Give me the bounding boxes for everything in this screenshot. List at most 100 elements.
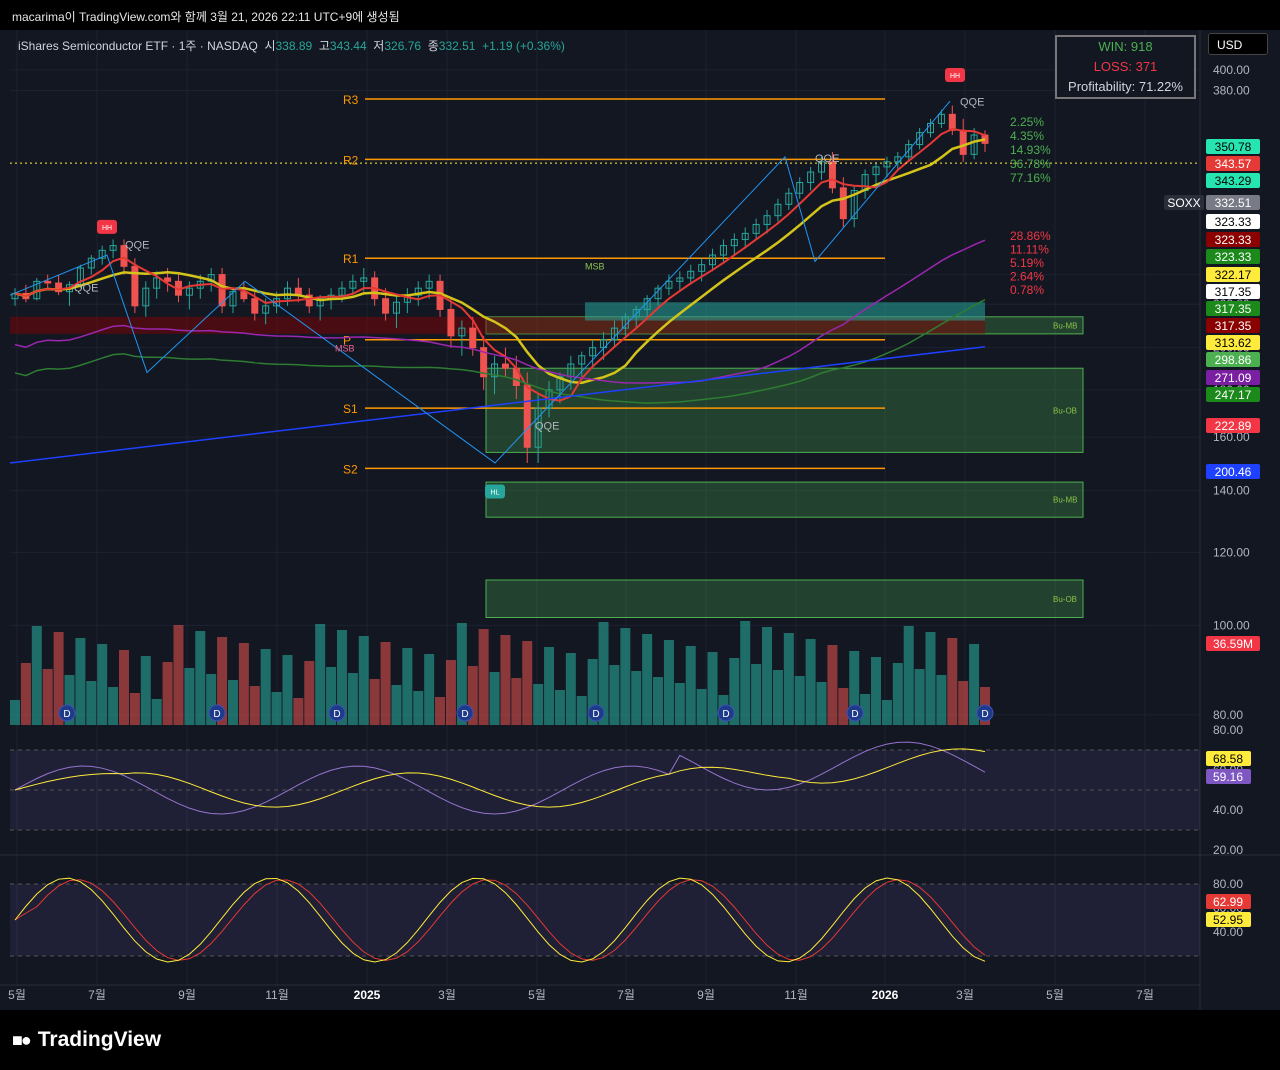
chart-area[interactable]: 5월 7월 9월 11월 2025 3월 5월 7월 9월 11월 2026 3월 5월 7월 400.00… xyxy=(0,30,1280,1010)
swing-marker xyxy=(945,67,965,82)
volume-bar xyxy=(369,679,380,725)
volume-bar xyxy=(511,678,522,725)
volume-bar xyxy=(729,658,740,725)
x-tick-label: 2025 xyxy=(354,988,381,1002)
candle-body xyxy=(131,265,139,307)
price-label-box xyxy=(1206,335,1260,350)
volume-bar xyxy=(489,672,500,725)
volume-bar xyxy=(282,655,293,725)
candle-body xyxy=(425,280,433,289)
candle-body xyxy=(937,113,945,124)
qqe-label: QQE xyxy=(125,240,149,252)
volume-bar xyxy=(108,687,119,725)
volume-bar xyxy=(642,634,653,725)
y-tick-label: 380.00 xyxy=(1213,83,1250,97)
volume-bar xyxy=(620,628,631,725)
volume-bar xyxy=(609,665,620,725)
rsi-label-box xyxy=(1206,769,1251,784)
rsi-ma-label-box xyxy=(1206,751,1251,766)
price-label-value: 317.35 xyxy=(1215,302,1252,316)
candle-body xyxy=(643,298,651,310)
candle-body xyxy=(872,166,880,176)
candle-body xyxy=(796,182,804,194)
candle-body xyxy=(665,280,673,289)
volume-bar xyxy=(445,660,456,725)
candle-body xyxy=(709,254,717,266)
x-tick-label: 9월 xyxy=(697,988,715,1002)
volume-bar xyxy=(435,697,446,725)
candle-body xyxy=(120,245,128,267)
volume-bar xyxy=(772,670,783,725)
candle-body xyxy=(676,277,684,282)
x-tick-label: 7월 xyxy=(1136,988,1154,1002)
candle-body xyxy=(382,298,390,314)
price-label-value: 36.59M xyxy=(1213,637,1253,651)
currency-button[interactable]: USD xyxy=(1208,33,1268,55)
candle-body xyxy=(349,280,357,289)
candle-body xyxy=(229,291,237,307)
price-label-box xyxy=(1206,284,1260,299)
volume-bar xyxy=(380,642,391,725)
chart-svg[interactable]: 5월 7월 9월 11월 2025 3월 5월 7월 9월 11월 2026 3월 5월 7월 400.00… xyxy=(0,30,1280,1010)
rsi-tick-label: 20.00 xyxy=(1213,843,1243,857)
win-loss-panel: WIN: 918 LOSS: 371 Profitability: 71.22% xyxy=(1055,35,1196,99)
volume-bar xyxy=(249,686,260,725)
x-tick-label: 2026 xyxy=(872,988,899,1002)
volume-bar xyxy=(598,622,609,725)
volume-bar xyxy=(315,624,326,725)
candle-body xyxy=(730,238,738,247)
candle-body xyxy=(218,274,226,307)
volume-bar xyxy=(751,664,762,725)
swing-marker-label: HH xyxy=(102,225,112,232)
candle-body xyxy=(305,294,313,307)
volume-bar xyxy=(391,685,402,725)
price-label-box xyxy=(1206,195,1260,210)
candle-body xyxy=(578,355,586,365)
fib-down-label: 2.64% xyxy=(1010,270,1044,284)
candle-body xyxy=(589,347,597,357)
candle-body xyxy=(491,363,499,378)
volume-bar xyxy=(358,636,369,725)
volume-bar xyxy=(707,652,718,725)
tradingview-wordmark: TradingView xyxy=(37,1028,162,1051)
volume-bar xyxy=(762,627,773,725)
volume-bar xyxy=(663,640,674,725)
low-value: 326.76 xyxy=(384,39,422,53)
candle-body xyxy=(392,301,400,314)
candle-body xyxy=(44,280,52,284)
volume-bar xyxy=(871,657,882,725)
open-value: 338.89 xyxy=(275,39,313,53)
candle-body xyxy=(458,327,466,337)
volume-bar xyxy=(936,675,947,725)
volume-bar xyxy=(674,683,685,725)
volume-bar xyxy=(696,689,707,725)
price-label-value: 332.51 xyxy=(1215,196,1252,210)
dividend-marker-label: D xyxy=(851,709,858,720)
volume-bar xyxy=(97,644,108,725)
fib-up-label: 36.78% xyxy=(1010,157,1051,171)
candle-body xyxy=(774,203,782,217)
price-label-value: 271.09 xyxy=(1215,371,1252,385)
volume-bar xyxy=(533,684,544,725)
pivot-label: P xyxy=(343,334,351,348)
candle-body xyxy=(262,305,270,314)
volume-bar xyxy=(587,659,598,725)
price-label-box xyxy=(1206,232,1260,247)
rsi-ma-line xyxy=(14,748,986,808)
open-label: 시 xyxy=(264,39,276,53)
candle-body xyxy=(785,192,793,205)
stoch-d-line xyxy=(14,879,986,961)
price-label-box xyxy=(1206,301,1260,316)
candle-body xyxy=(240,291,248,300)
price-label-value: 200.46 xyxy=(1215,465,1252,479)
stoch-band xyxy=(10,884,1200,956)
dividend-marker xyxy=(587,704,605,722)
order-block-zone xyxy=(485,367,1084,453)
price-label-value: 350.78 xyxy=(1215,140,1252,154)
volume-bar xyxy=(86,681,97,725)
volume-bar xyxy=(173,625,184,725)
price-label-box xyxy=(1206,387,1260,402)
x-tick-label: 11월 xyxy=(265,988,289,1002)
candle-body xyxy=(501,363,509,369)
price-label-value: 222.89 xyxy=(1215,419,1252,433)
